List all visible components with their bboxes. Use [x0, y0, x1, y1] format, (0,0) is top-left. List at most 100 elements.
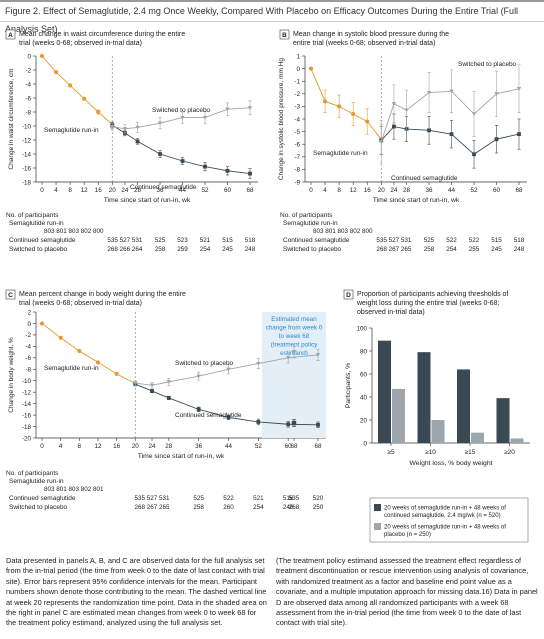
- participants-count: 245: [491, 246, 502, 253]
- legend-entry-line: 20 weeks of semaglutide run-in + 48 week…: [384, 525, 506, 531]
- runin-series-point: [54, 70, 59, 75]
- y-tick-label: -12: [22, 137, 32, 144]
- estimand-label-line: Estimated mean: [271, 316, 317, 323]
- participants-count: 525: [155, 237, 166, 244]
- estimand-label-line: change from week 0: [266, 325, 323, 332]
- y-tick-label: -8: [25, 367, 31, 374]
- participants-count: 268 267 265: [135, 504, 171, 511]
- x-tick-label: 44: [448, 187, 456, 194]
- legend-entry-line: continued semaglutide, 2.4 mg/wk (n = 52…: [384, 513, 501, 519]
- x-tick-label: 24: [121, 187, 129, 194]
- placebo-series-line: [112, 107, 251, 130]
- y-axis-label: Change in waist circumference, cm: [8, 68, 15, 169]
- panel-b-title-line: Mean change in systolic blood pressure d…: [293, 31, 449, 38]
- x-tick-label: 52: [255, 443, 263, 450]
- y-tick-label: -1: [294, 79, 300, 86]
- x-tick-label: 68: [314, 443, 322, 450]
- panel-b-badge-box: [279, 29, 290, 40]
- panel-d-title-line: Proportion of participants achieving thr…: [357, 291, 508, 298]
- continued-series-point: [196, 407, 201, 412]
- x-tick-label: 28: [134, 187, 142, 194]
- runin-series-point: [82, 96, 87, 101]
- placebo-series-point: [379, 139, 384, 144]
- x-tick-label: ≥10: [425, 449, 436, 456]
- legend-entry-line: 20 weeks of semaglutide run-in + 48 week…: [384, 506, 506, 512]
- runin-series-point: [351, 111, 356, 116]
- y-tick-label: -2: [25, 332, 31, 339]
- placebo-series-point: [122, 127, 128, 131]
- placebo-series-point: [247, 106, 253, 110]
- runin-series-point: [58, 335, 63, 340]
- x-tick-label: 16: [113, 443, 121, 450]
- estimand-shaded-area: [262, 312, 326, 438]
- x-tick-label: 60: [224, 187, 232, 194]
- y-tick-label: -6: [294, 142, 300, 149]
- participants-count: 522: [469, 237, 480, 244]
- continued-series-point: [256, 420, 261, 424]
- x-tick-label: 36: [426, 187, 434, 194]
- legend-box: [369, 497, 529, 543]
- participants-header: No. of participants: [280, 212, 333, 219]
- panel-d-badge: D: [346, 292, 351, 299]
- participants-row-label: Switched to placebo: [283, 246, 342, 253]
- panel-a-badge-box: [5, 29, 16, 40]
- estimand-label-line: to week 68: [279, 333, 310, 340]
- y-tick-label: -14: [22, 401, 32, 408]
- runin-series-point: [40, 321, 44, 326]
- x-tick-label: 0: [309, 187, 313, 194]
- x-tick-label: ≥15: [465, 449, 476, 456]
- participants-count: 248: [245, 246, 256, 253]
- placebo-series-point: [196, 374, 201, 379]
- continued-series-point: [427, 128, 431, 133]
- participants-estimand-count: 268: [289, 504, 300, 511]
- continued-series-point: [248, 171, 252, 176]
- placebo-series-point: [494, 92, 499, 96]
- x-tick-label: 16: [364, 187, 372, 194]
- x-tick-label: 4: [59, 443, 63, 450]
- x-axis-label: Weight loss, % body weight: [410, 460, 493, 467]
- y-tick-label: -2: [25, 67, 31, 74]
- participants-count: 520: [313, 495, 324, 502]
- y-tick-label: 0: [296, 66, 300, 73]
- participants-count: 254: [200, 246, 211, 253]
- y-tick-label: -9: [294, 179, 300, 186]
- participants-row-label: Switched to placebo: [9, 246, 68, 253]
- continued-series-point: [135, 139, 140, 144]
- x-tick-label: 60: [285, 443, 293, 450]
- participants-count: 258: [193, 504, 204, 511]
- placebo-series-point: [110, 125, 115, 129]
- x-tick-label: 68: [515, 187, 523, 194]
- participants-runin-label: Semaglutide run-in: [9, 478, 64, 485]
- participants-count: 248: [514, 246, 525, 253]
- participants-runin-counts: 803 801 803 802 800: [44, 228, 104, 235]
- x-tick-label: 4: [54, 187, 58, 194]
- runin-series-point: [68, 83, 73, 88]
- participants-row-label: Switched to placebo: [9, 504, 68, 511]
- participants-count: 268 266 264: [107, 246, 143, 253]
- panel-a-title-line: Mean change in waist circumference durin…: [19, 31, 185, 38]
- runin-series-point: [40, 54, 44, 58]
- continued-series-point: [158, 152, 162, 156]
- continued-series-point: [286, 422, 291, 427]
- panel-b-badge: B: [282, 32, 287, 39]
- figure-title: Figure 2. Effect of Semaglutide, 2.4 mg …: [0, 0, 544, 34]
- continued-series-point: [392, 124, 396, 129]
- y-tick-label: 100: [356, 325, 367, 332]
- participants-count: 246: [283, 504, 294, 511]
- x-tick-label: 36: [157, 187, 165, 194]
- continued-series-point: [226, 415, 231, 420]
- x-tick-label: 44: [225, 443, 233, 450]
- continued-series-line: [112, 124, 251, 175]
- x-axis-label: Time since start of run-in, wk: [138, 453, 225, 460]
- placebo-series-point: [166, 380, 172, 384]
- participants-count: 245: [222, 246, 233, 253]
- y-tick-label: -10: [22, 123, 32, 130]
- x-tick-label: 20: [132, 443, 140, 450]
- panel-c-title-line: trial (weeks 0-68; observed in-trial dat…: [19, 300, 142, 307]
- runin-series-point: [96, 110, 101, 114]
- participants-count: 254: [253, 504, 264, 511]
- x-tick-label: 28: [403, 187, 411, 194]
- estimand-tick-label: 68: [290, 443, 298, 450]
